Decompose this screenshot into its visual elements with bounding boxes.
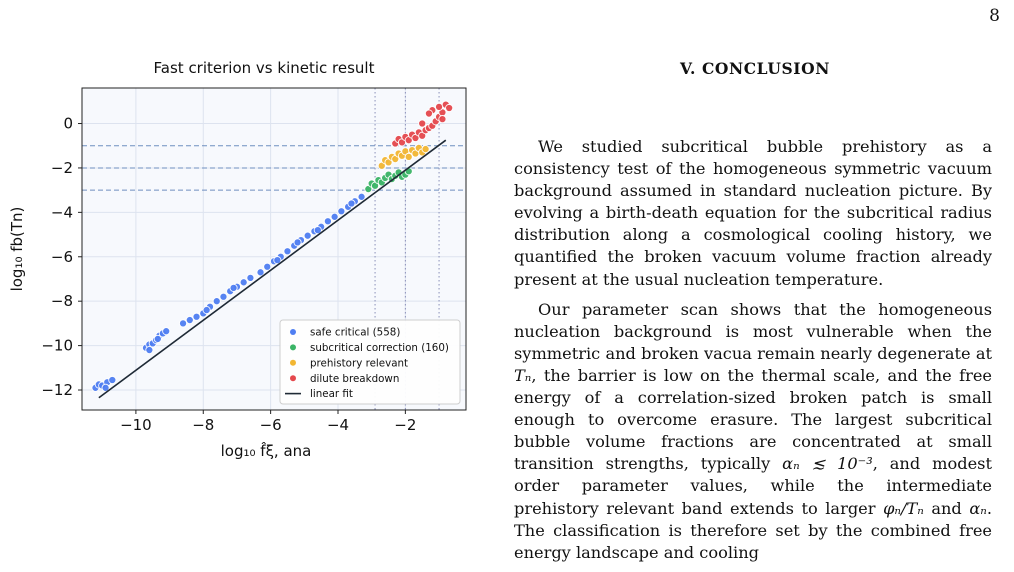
y-tick-label: −6 (51, 248, 73, 266)
data-point (185, 316, 194, 325)
paragraph-2: Our parameter scan shows that the homoge… (514, 299, 992, 564)
data-point (418, 119, 427, 128)
legend-box (279, 319, 461, 405)
section-heading: V. CONCLUSION (680, 59, 830, 78)
paragraph-2-text-c: , and modest order parameter values, whi… (514, 454, 992, 518)
data-point (347, 199, 356, 208)
legend-label: prehistory relevant (310, 357, 408, 369)
math-tn: Tₙ (514, 365, 532, 385)
x-tick-label: −2 (394, 416, 416, 434)
y-tick-label: 0 (63, 115, 73, 133)
data-point (293, 238, 302, 247)
data-point (323, 217, 332, 226)
data-point (256, 268, 265, 277)
data-point (179, 319, 188, 328)
legend-label: dilute breakdown (310, 373, 399, 385)
data-point (283, 247, 292, 256)
fit-line (98, 139, 447, 399)
paragraph-1: We studied subcritical bubble prehistory… (514, 137, 992, 289)
data-point (263, 262, 272, 271)
paragraph-2-text-a: Our parameter scan shows that the homoge… (514, 299, 992, 363)
legend-marker (290, 329, 296, 335)
data-point (435, 102, 444, 111)
x-tick-label: −4 (327, 416, 349, 434)
y-tick-label: −2 (51, 159, 73, 177)
plot-frame (81, 87, 467, 411)
x-tick-label: −6 (260, 416, 282, 434)
paragraph-2-text-d: and (923, 498, 970, 518)
data-point (101, 383, 110, 392)
legend-marker (290, 344, 296, 351)
data-point (404, 152, 413, 161)
data-point (330, 212, 339, 221)
data-point (313, 226, 322, 235)
data-point (202, 306, 211, 315)
data-point (246, 273, 255, 282)
legend-marker (290, 359, 296, 366)
data-point (421, 145, 430, 154)
y-axis-label: log₁₀ fb(Tn) (8, 207, 26, 292)
data-point (212, 297, 221, 306)
data-point (219, 292, 228, 301)
y-tick-label: −10 (41, 337, 73, 355)
data-point (162, 327, 171, 336)
data-point (192, 312, 201, 321)
data-point (445, 103, 454, 113)
data-point (424, 109, 433, 118)
legend-label: safe critical (558) (310, 327, 400, 339)
x-tick-label: −8 (192, 416, 214, 434)
chart-title: Fast criterion vs kinetic result (154, 59, 375, 77)
y-tick-label: −12 (41, 381, 73, 399)
page-number: 8 (989, 6, 1000, 26)
legend-label: linear fit (310, 388, 353, 400)
data-point (145, 345, 154, 355)
x-axis-label: log₁₀ f̂ξ, ana (221, 441, 312, 460)
data-point (108, 375, 117, 385)
data-point (153, 334, 162, 343)
math-phi-ratio: φₙ/Tₙ (883, 498, 924, 518)
scatter-chart: −10 −8 −6 −4 −2 0 −2 −4 −6 −8 −10 −12 Fast criterion… (8, 59, 467, 460)
scatter-figure: −10 −8 −6 −4 −2 0 −2 −4 −6 −8 −10 −12 Fast criterion… (0, 50, 490, 490)
y-tick-label: −4 (51, 203, 73, 221)
legend-label: subcritical correction (160) (310, 342, 449, 354)
math-alpha: αₙ (969, 498, 987, 518)
y-tick-label: −8 (51, 292, 73, 310)
math-alpha-bound: αₙ ≲ 10⁻³ (782, 454, 873, 474)
data-point (229, 283, 238, 292)
x-tick-label: −10 (120, 416, 152, 434)
legend-marker (290, 375, 296, 382)
paragraph-2-text-b: , the barrier is low on the thermal scal… (514, 365, 992, 474)
data-point (303, 231, 312, 240)
data-point (337, 207, 346, 216)
data-point (273, 256, 282, 265)
data-point (357, 192, 366, 201)
data-point (239, 278, 248, 287)
body-text: We studied subcritical bubble prehistory… (514, 136, 992, 572)
data-point (438, 115, 447, 124)
